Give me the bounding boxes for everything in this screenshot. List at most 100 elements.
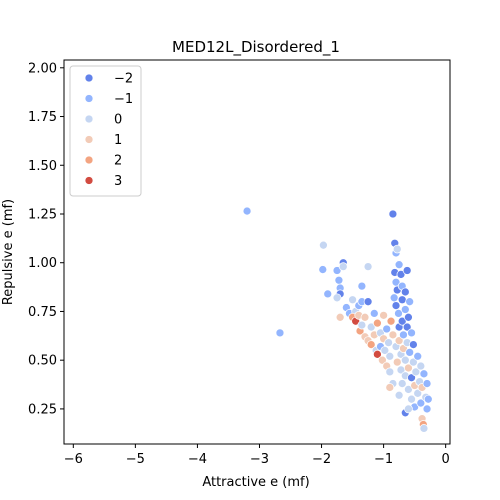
data-point [384, 338, 393, 347]
y-tick-label: 0.25 [28, 402, 57, 417]
data-point [319, 240, 328, 250]
y-tick-label: 2.00 [28, 61, 57, 76]
data-point [404, 363, 413, 373]
data-point [363, 297, 373, 307]
legend-label: 0 [114, 113, 122, 128]
data-point [242, 206, 252, 216]
plot-frame [63, 59, 451, 445]
data-point [357, 320, 367, 330]
data-point [348, 295, 357, 305]
y-tick-label: 1.50 [28, 159, 57, 174]
x-tick-label: −4 [188, 452, 207, 467]
data-point [386, 316, 396, 326]
legend: −2 −1 0 1 2 3 [69, 65, 142, 197]
data-point [416, 398, 426, 408]
data-point [400, 305, 410, 314]
data-point [416, 361, 426, 371]
data-point [423, 394, 433, 404]
legend-label: 1 [114, 133, 122, 148]
data-point [405, 297, 415, 307]
legend-label: 3 [114, 174, 122, 189]
y-tick-label: 0.50 [28, 354, 57, 369]
legend-marker [84, 135, 94, 144]
data-point [357, 281, 367, 291]
data-point [388, 330, 398, 340]
data-point [413, 388, 423, 398]
legend-marker [84, 155, 94, 165]
data-point [396, 270, 406, 279]
chart-title: MED12L_Disordered_1 [172, 38, 340, 57]
y-axis-label: Repulsive e (mf) [1, 199, 16, 305]
data-point [402, 322, 412, 332]
x-tick-label: −1 [374, 452, 393, 467]
data-point [404, 385, 413, 394]
legend-label: −1 [114, 92, 133, 107]
data-point [389, 293, 399, 303]
data-point [404, 312, 413, 322]
legend-marker [84, 176, 94, 185]
x-tick-label: −2 [312, 452, 331, 467]
data-point [385, 367, 395, 377]
data-point [411, 367, 421, 377]
y-tick-label: 1.25 [28, 207, 57, 222]
data-point [404, 404, 413, 414]
data-point [366, 322, 376, 332]
y-tick-label: 1.00 [28, 256, 57, 271]
legend-marker [84, 73, 94, 83]
data-point [400, 355, 410, 365]
x-axis: −6 −5 −4 −3 −2 −1 0 [64, 444, 450, 467]
data-points [242, 206, 433, 433]
data-point [413, 351, 423, 361]
x-tick-label: 0 [442, 452, 450, 467]
data-point [332, 266, 342, 275]
data-point [419, 424, 429, 433]
data-point [419, 369, 429, 379]
data-point [394, 309, 403, 318]
data-point [373, 349, 382, 359]
y-tick-label: 1.75 [28, 110, 57, 125]
legend-marker [84, 94, 94, 103]
x-tick-label: −5 [126, 452, 145, 467]
data-point [373, 318, 382, 328]
x-tick-label: −3 [250, 452, 269, 467]
data-point [338, 262, 348, 271]
x-tick-label: −6 [64, 452, 83, 467]
data-point [388, 209, 398, 219]
y-axis: 0.25 0.50 0.75 1.00 1.25 1.50 1.75 2.00 [28, 61, 64, 417]
legend-marker [84, 114, 94, 124]
legend-label: 2 [114, 154, 122, 169]
data-point [335, 312, 345, 322]
data-point [385, 383, 395, 392]
data-point [394, 260, 404, 270]
data-point [409, 340, 418, 349]
x-axis-label: Attractive e (mf) [202, 475, 309, 490]
data-point [402, 266, 412, 275]
data-point [385, 351, 395, 361]
data-point [318, 265, 328, 274]
data-point [334, 275, 344, 285]
data-point [394, 336, 404, 346]
data-point [363, 262, 373, 271]
data-point [400, 287, 410, 297]
data-point [407, 328, 416, 338]
data-point [392, 244, 402, 254]
data-point [397, 295, 407, 305]
data-point [405, 348, 415, 357]
data-point [407, 373, 416, 383]
data-point [409, 357, 418, 367]
data-point [422, 379, 432, 388]
data-point [275, 328, 285, 338]
y-tick-label: 0.75 [28, 305, 57, 320]
data-point [399, 330, 408, 340]
data-point [394, 390, 404, 400]
data-point [380, 346, 390, 355]
data-point [397, 316, 407, 326]
data-point [392, 357, 402, 367]
legend-label: −2 [114, 72, 133, 87]
data-point [369, 309, 379, 318]
data-point [382, 324, 392, 334]
data-point [323, 289, 333, 299]
data-point [391, 301, 401, 310]
data-point [360, 312, 370, 322]
